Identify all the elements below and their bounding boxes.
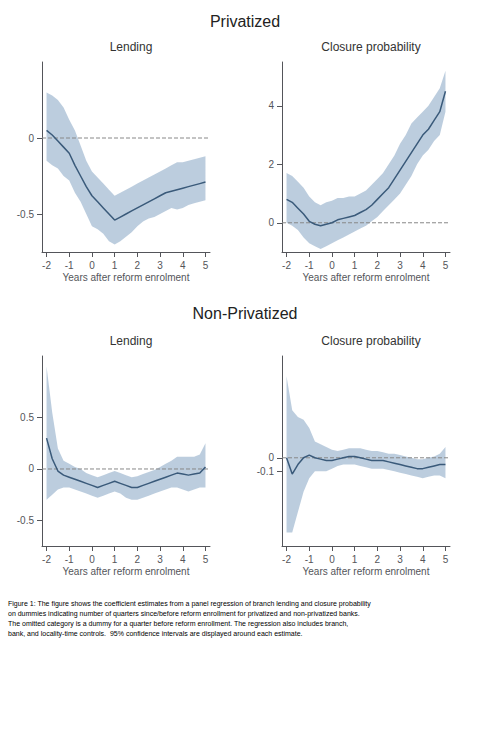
svg-text:5: 5	[203, 554, 209, 565]
svg-text:-2: -2	[42, 554, 51, 565]
svg-text:-2: -2	[42, 260, 51, 271]
svg-text:5: 5	[443, 260, 449, 271]
svg-text:3: 3	[397, 260, 403, 271]
svg-text:0: 0	[268, 217, 274, 228]
svg-text:0: 0	[89, 260, 95, 271]
svg-text:0: 0	[268, 452, 274, 463]
svg-text:Lending: Lending	[110, 40, 153, 54]
svg-text:2: 2	[375, 554, 381, 565]
svg-text:4: 4	[268, 100, 274, 111]
svg-text:1: 1	[112, 554, 118, 565]
svg-text:on dummies indicating number o: on dummies indicating number of quarters…	[8, 610, 360, 618]
svg-text:4: 4	[180, 260, 186, 271]
svg-text:Years after reform enrolment: Years after reform enrolment	[303, 566, 430, 577]
svg-text:0: 0	[28, 463, 34, 474]
svg-text:2: 2	[135, 260, 141, 271]
svg-text:0.5: 0.5	[20, 412, 34, 423]
svg-text:-2: -2	[282, 260, 291, 271]
svg-text:-0.5: -0.5	[17, 209, 35, 220]
svg-text:The omitted category is a dumm: The omitted category is a dummy for a qu…	[8, 620, 348, 628]
svg-text:-0.5: -0.5	[17, 515, 35, 526]
svg-text:3: 3	[157, 554, 163, 565]
svg-text:2: 2	[135, 554, 141, 565]
svg-text:Lending: Lending	[110, 334, 153, 348]
svg-text:0: 0	[89, 554, 95, 565]
svg-text:3: 3	[157, 260, 163, 271]
svg-text:bank, and locality-time contro: bank, and locality-time controls. 95% co…	[8, 630, 303, 638]
svg-text:4: 4	[420, 260, 426, 271]
svg-text:0: 0	[329, 554, 335, 565]
svg-text:-0.1: -0.1	[257, 466, 275, 477]
svg-text:5: 5	[203, 260, 209, 271]
svg-text:3: 3	[397, 554, 403, 565]
svg-text:Years after reform enrolment: Years after reform enrolment	[63, 566, 190, 577]
svg-text:-1: -1	[305, 260, 314, 271]
svg-text:4: 4	[180, 554, 186, 565]
svg-text:Years after reform enrolment: Years after reform enrolment	[63, 272, 190, 283]
svg-text:2: 2	[268, 159, 274, 170]
svg-text:5: 5	[443, 554, 449, 565]
svg-text:0: 0	[28, 133, 34, 144]
svg-text:1: 1	[112, 260, 118, 271]
svg-text:Years after reform enrolment: Years after reform enrolment	[303, 272, 430, 283]
svg-text:-1: -1	[65, 260, 74, 271]
svg-text:-1: -1	[65, 554, 74, 565]
svg-text:Non-Privatized: Non-Privatized	[193, 305, 298, 322]
svg-text:Privatized: Privatized	[210, 13, 280, 30]
svg-text:Figure 1: The figure shows the: Figure 1: The figure shows the coefficie…	[8, 600, 371, 608]
svg-text:1: 1	[352, 260, 358, 271]
svg-text:0: 0	[329, 260, 335, 271]
svg-text:1: 1	[352, 554, 358, 565]
svg-text:-2: -2	[282, 554, 291, 565]
svg-text:Closure probability: Closure probability	[321, 40, 420, 54]
svg-text:Closure probability: Closure probability	[321, 334, 420, 348]
svg-text:4: 4	[420, 554, 426, 565]
svg-text:2: 2	[375, 260, 381, 271]
svg-text:-1: -1	[305, 554, 314, 565]
